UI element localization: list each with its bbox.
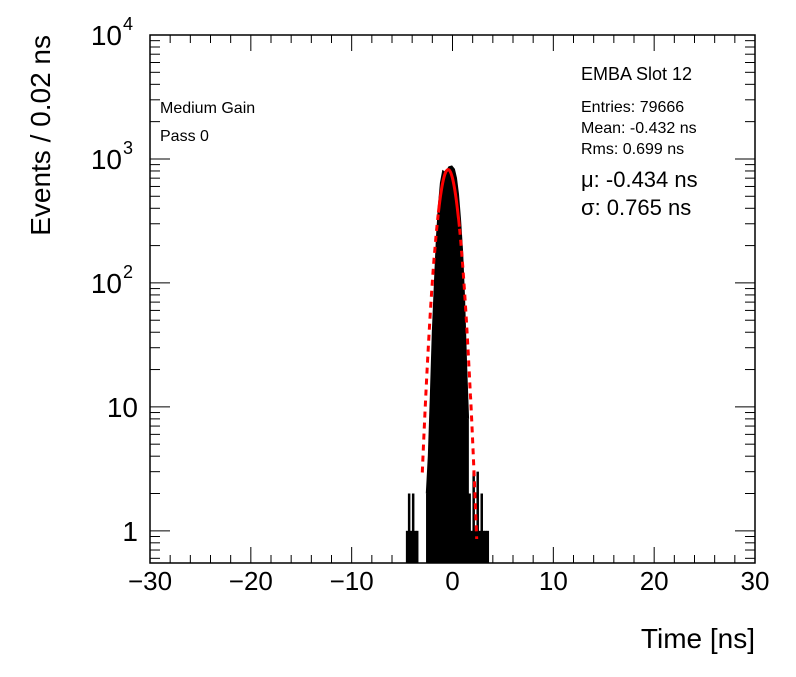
y-tick-label: 10 xyxy=(91,268,122,299)
fit-mu: μ: -0.434 ns xyxy=(581,167,698,192)
y-tick-exponent: 2 xyxy=(123,262,133,282)
y-tick-label: 10 xyxy=(91,20,122,51)
y-tick-exponent: 3 xyxy=(123,138,133,158)
y-axis-title: Events / 0.02 ns xyxy=(25,35,56,236)
y-tick-exponent: 4 xyxy=(123,14,133,34)
x-axis-ticks xyxy=(149,35,756,563)
annotation-gain: Medium Gain xyxy=(160,100,255,117)
chart-title: EMBA Slot 12 xyxy=(581,64,692,84)
x-tick-label: 20 xyxy=(640,566,669,596)
stats-rms: Rms: 0.699 ns xyxy=(581,141,684,158)
series-layer xyxy=(405,165,490,563)
stats-mean: Mean: -0.432 ns xyxy=(581,120,697,137)
x-tick-label: −10 xyxy=(330,566,374,596)
x-tick-label: 30 xyxy=(741,566,770,596)
fit-sigma: σ: 0.765 ns xyxy=(581,195,691,220)
fit-curve xyxy=(436,168,461,227)
x-tick-label: −20 xyxy=(229,566,273,596)
y-axis-ticks xyxy=(150,34,755,559)
x-axis-title: Time [ns] xyxy=(641,623,755,654)
y-tick-label: 10 xyxy=(107,392,138,423)
x-tick-label: 10 xyxy=(539,566,568,596)
stats-entries: Entries: 79666 xyxy=(581,99,684,116)
fit-curve-right-tail xyxy=(458,228,479,540)
x-tick-label: −30 xyxy=(128,566,172,596)
annotation-pass: Pass 0 xyxy=(160,128,209,145)
y-tick-label: 10 xyxy=(91,144,122,175)
x-tick-label: 0 xyxy=(445,566,459,596)
y-tick-label: 1 xyxy=(122,516,138,547)
x-axis-tick-labels: −30 −20 −10 0 10 20 30 xyxy=(128,566,770,596)
fit-curve-left-tail xyxy=(420,214,440,473)
